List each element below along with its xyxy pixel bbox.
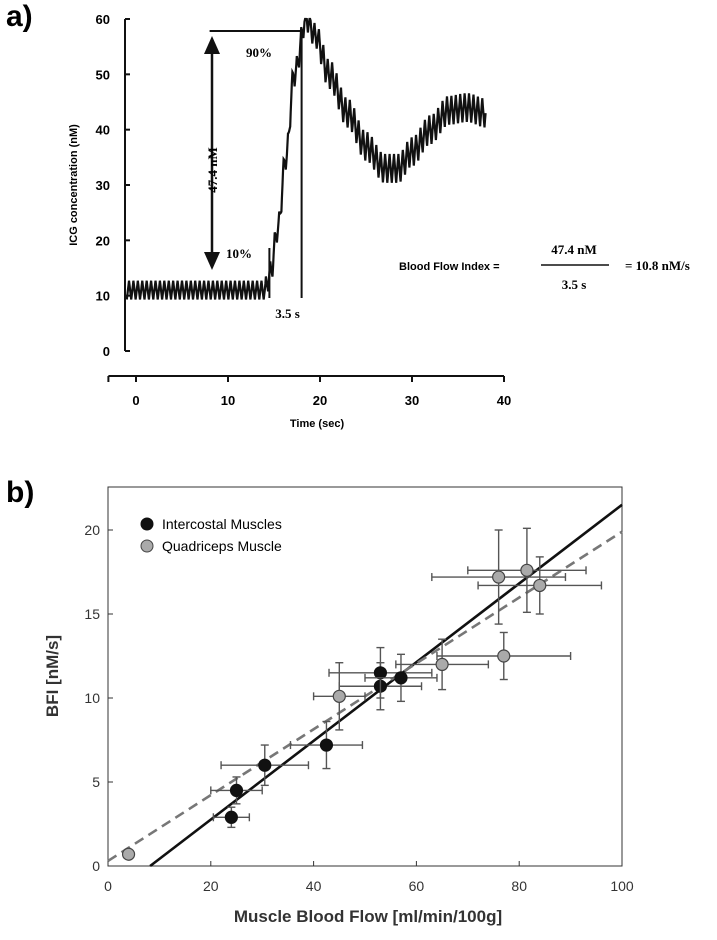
a-y-tick-label: 0	[103, 344, 110, 359]
quadriceps-point	[395, 638, 490, 691]
data-point-marker	[497, 649, 511, 663]
a-y-tick-label: 50	[96, 67, 110, 82]
intercostal-point	[210, 776, 263, 805]
panel-a-label: a)	[6, 0, 33, 33]
b-x-tick-label: 80	[511, 878, 527, 894]
panel-a-annotations: 47.4 nM 90% 10% 3.5 s	[204, 30, 303, 321]
a-y-tick-label: 20	[96, 233, 110, 248]
b-y-tick-label: 20	[84, 522, 100, 538]
b-x-tick-label: 60	[409, 878, 425, 894]
bfi-denominator: 3.5 s	[562, 277, 587, 292]
legend-marker-intercostal	[140, 517, 154, 531]
b-y-tick-label: 0	[92, 858, 100, 874]
quadriceps-point	[121, 847, 136, 861]
b-x-tick-label: 100	[610, 878, 634, 894]
data-point-marker	[435, 657, 449, 672]
a-y-tick-label: 30	[96, 178, 110, 193]
rise-time-label: 3.5 s	[275, 306, 300, 321]
panel-b-y-axis-label: BFI [nM/s]	[43, 635, 62, 717]
panel-a-y-axis: 0 10 20 30 40 50 60	[96, 12, 130, 359]
bfi-numerator: 47.4 nM	[551, 242, 597, 257]
data-point-marker	[520, 563, 534, 577]
panel-a-y-axis-label: ICG concentration (nM)	[68, 124, 80, 246]
data-point-marker	[319, 738, 334, 752]
quadriceps-point	[467, 527, 587, 614]
bfi-formula-label: Blood Flow Index =	[399, 261, 500, 273]
intercostal-point	[328, 646, 433, 699]
panel-a-x-axis-label: Time (sec)	[290, 418, 345, 430]
b-y-tick-label: 5	[92, 774, 100, 790]
a-x-tick-label: 40	[497, 393, 511, 408]
icg-concentration-line	[125, 17, 487, 300]
legend: Intercostal Muscles Quadriceps Muscle	[140, 516, 282, 554]
bfi-formula: Blood Flow Index = 47.4 nM 3.5 s = 10.8 …	[399, 242, 690, 292]
b-x-tick-label: 20	[203, 878, 219, 894]
intercostal-point	[212, 806, 251, 829]
a-x-tick-label: 10	[221, 393, 235, 408]
a-x-tick-label: 0	[132, 393, 139, 408]
legend-label-intercostal: Intercostal Muscles	[162, 516, 282, 532]
panel-b-chart: 0 20 40 60 80 100 0 5 10 15 20 Intercostal Muscles…	[43, 486, 634, 926]
arrow-up-icon	[204, 36, 220, 54]
panel-a-x-axis: 0 10 20 30 40	[107, 375, 511, 408]
b-y-tick-label: 15	[84, 606, 100, 622]
panel-b-axes: 0 20 40 60 80 100 0 5 10 15 20	[84, 522, 633, 894]
panel-b-data-points	[121, 527, 603, 861]
data-point-marker	[373, 666, 388, 680]
quadriceps-point	[312, 662, 366, 731]
intercostal-point	[289, 720, 364, 770]
panel-a-chart: 0 10 20 30 40 50 60 0 10 20 30 40 ICG concentratio…	[68, 12, 690, 430]
b-x-tick-label: 40	[306, 878, 322, 894]
quadriceps-point	[477, 556, 603, 615]
data-point-marker	[332, 689, 346, 703]
bfi-result: = 10.8 nM/s	[625, 258, 690, 273]
a-y-tick-label: 40	[96, 123, 110, 138]
a-x-tick-label: 30	[405, 393, 419, 408]
quadriceps-point	[431, 529, 567, 625]
a-y-tick-label: 60	[96, 12, 110, 27]
b-x-tick-label: 0	[104, 878, 112, 894]
amplitude-label: 47.4 nM	[205, 147, 220, 193]
label-90-percent: 90%	[246, 45, 272, 60]
intercostal-point	[364, 653, 438, 703]
panel-b-x-axis-label: Muscle Blood Flow [ml/min/100g]	[234, 907, 502, 926]
a-y-tick-label: 10	[96, 289, 110, 304]
panel-b-label: b)	[6, 476, 34, 509]
legend-label-quadriceps: Quadriceps Muscle	[162, 538, 282, 554]
panel-b-fit-lines	[107, 503, 623, 868]
intercostal-point	[220, 744, 310, 787]
data-point-marker	[224, 810, 238, 824]
arrow-down-icon	[204, 252, 220, 270]
panel-b-plot-frame	[107, 486, 623, 867]
legend-marker-quadriceps	[140, 539, 154, 553]
data-point-marker	[121, 847, 136, 861]
data-point-marker	[229, 783, 244, 798]
label-10-percent: 10%	[226, 246, 252, 261]
b-y-tick-label: 10	[84, 690, 100, 706]
data-point-marker	[394, 671, 408, 685]
quadriceps-point	[436, 631, 572, 681]
a-x-tick-label: 20	[313, 393, 327, 408]
data-point-marker	[492, 570, 506, 584]
data-point-marker	[533, 578, 547, 593]
data-point-marker	[258, 758, 272, 772]
